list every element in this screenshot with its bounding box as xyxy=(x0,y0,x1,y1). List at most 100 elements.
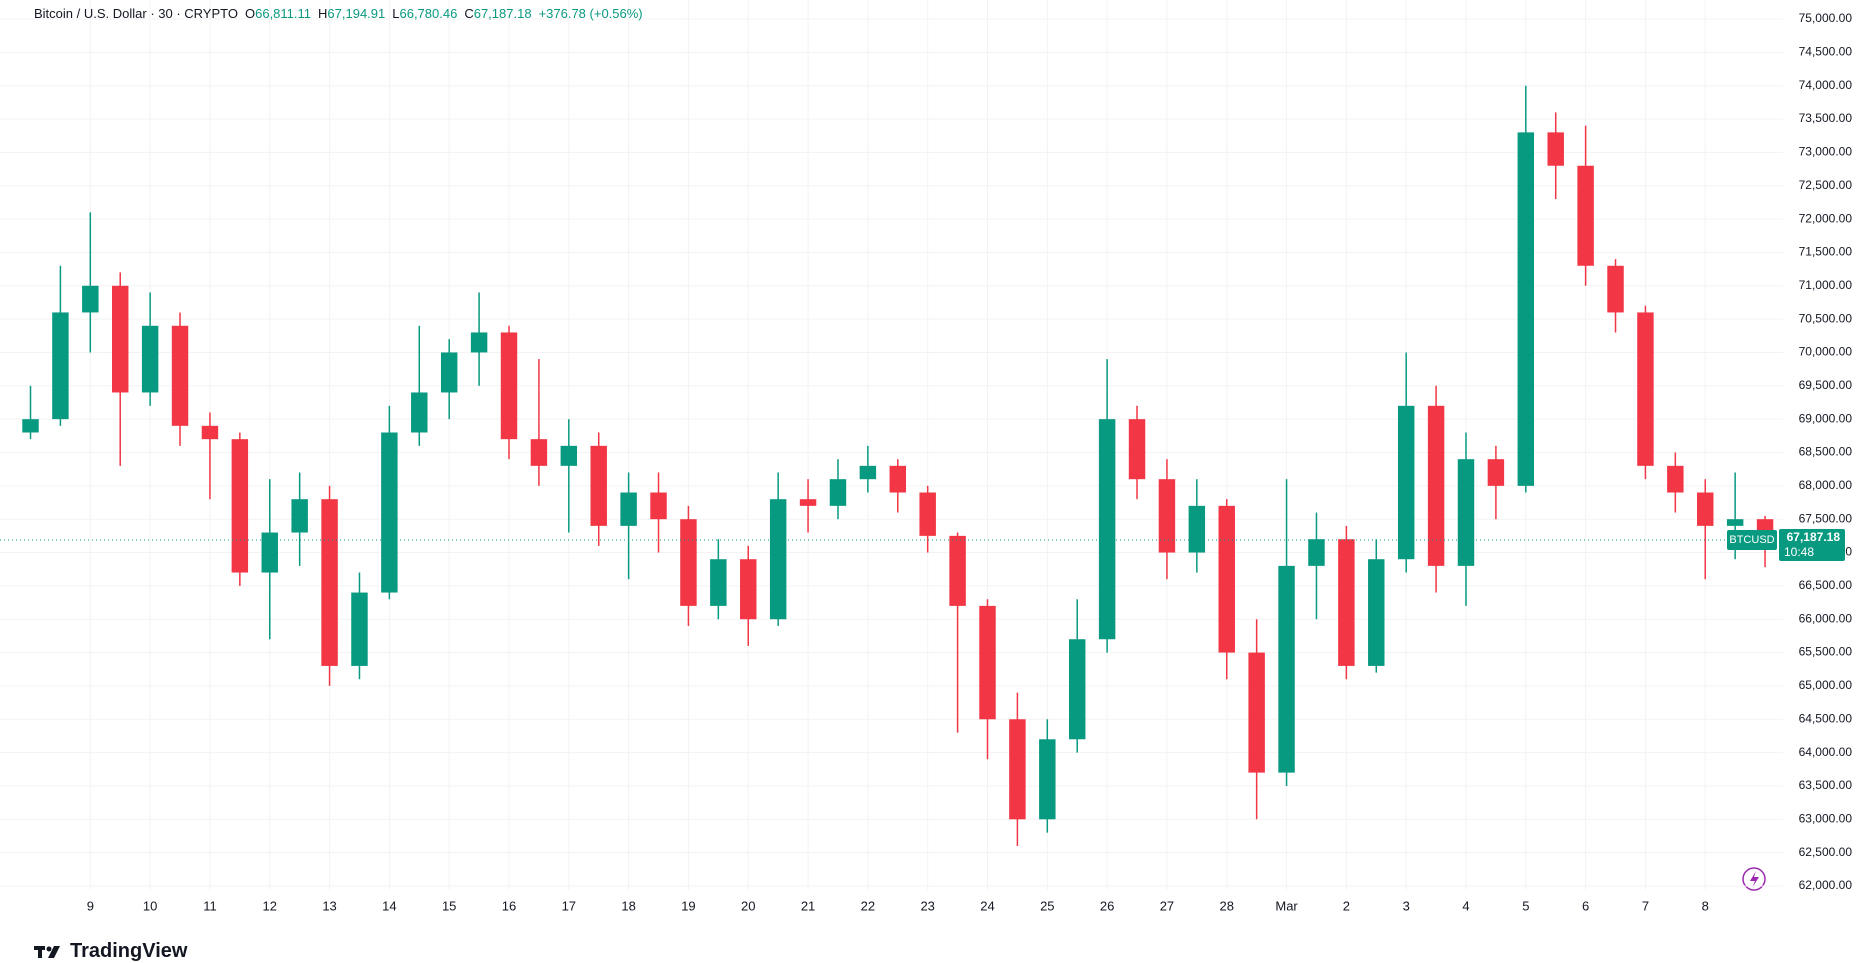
candle-body xyxy=(829,479,847,506)
y-tick-label: 72,500.00 xyxy=(1799,178,1853,192)
candle-body xyxy=(1697,492,1714,526)
y-tick-label: 63,000.00 xyxy=(1799,811,1853,825)
candle-body xyxy=(1009,719,1026,820)
candle-body xyxy=(351,592,368,666)
y-tick-label: 75,000.00 xyxy=(1799,11,1853,25)
candle-body xyxy=(1098,419,1116,640)
candle-body xyxy=(1368,559,1385,666)
candle-body xyxy=(1487,459,1505,486)
candle-body xyxy=(620,492,637,526)
logo-mark xyxy=(34,945,60,958)
candle-body xyxy=(52,312,69,420)
h-label: H xyxy=(318,6,328,21)
countdown: 10:48 xyxy=(1784,545,1814,559)
y-tick-label: 65,000.00 xyxy=(1799,678,1853,692)
x-tick-label: 9 xyxy=(87,898,94,913)
candle-body xyxy=(1218,505,1235,653)
candle-body xyxy=(141,325,159,393)
x-tick-label: 27 xyxy=(1160,898,1174,913)
x-tick-label: 25 xyxy=(1040,898,1054,913)
y-tick-label: 66,500.00 xyxy=(1799,578,1853,592)
x-tick-label: 15 xyxy=(442,898,456,913)
candle-body xyxy=(1637,312,1654,466)
o-value: 66,811.11 xyxy=(255,6,312,21)
candle-body xyxy=(1188,505,1206,553)
candle-body xyxy=(859,465,877,480)
candle-body xyxy=(1248,652,1265,773)
o-label: O xyxy=(244,6,256,21)
l-value: 66,780.46 xyxy=(399,6,458,21)
x-tick-label: 4 xyxy=(1462,898,1469,913)
candle-body xyxy=(740,559,757,620)
candle-body xyxy=(1547,132,1564,166)
candle-body xyxy=(171,325,189,426)
candle-body xyxy=(440,352,458,393)
y-tick-label: 71,000.00 xyxy=(1799,278,1853,292)
x-tick-label: 6 xyxy=(1582,898,1589,913)
candle-body xyxy=(979,605,996,720)
y-tick-label: 74,500.00 xyxy=(1799,45,1853,59)
alert-icon[interactable] xyxy=(1742,867,1766,891)
y-tick-label: 64,000.00 xyxy=(1799,745,1853,759)
price-badge-text: 67,187.18 xyxy=(1787,530,1841,544)
candle-body xyxy=(1427,405,1445,566)
candle-body xyxy=(321,499,338,666)
y-tick-label: 70,500.00 xyxy=(1799,311,1853,325)
y-tick-label: 69,000.00 xyxy=(1799,411,1853,425)
y-tick-label: 62,000.00 xyxy=(1799,878,1853,892)
candle-body xyxy=(1607,265,1624,313)
y-tick-label: 72,000.00 xyxy=(1799,211,1853,225)
candle-body xyxy=(1039,739,1056,820)
candle-body xyxy=(201,425,219,440)
candle-body xyxy=(381,432,398,593)
candle-body xyxy=(650,492,667,520)
candle-body xyxy=(1068,639,1086,740)
y-tick-label: 65,500.00 xyxy=(1799,645,1853,659)
y-tick-label: 70,000.00 xyxy=(1799,345,1853,359)
candle-body xyxy=(710,559,727,606)
symbol-badge-text: BTCUSD xyxy=(1729,534,1774,546)
x-tick-label: 18 xyxy=(621,898,635,913)
c-value: 67,187.18 xyxy=(473,6,532,21)
x-tick-label: 5 xyxy=(1522,898,1529,913)
y-tick-label: 73,500.00 xyxy=(1799,111,1853,125)
candle-body xyxy=(1338,539,1355,666)
plot xyxy=(0,0,1783,890)
y-tick-label: 69,500.00 xyxy=(1799,378,1853,392)
y-tick-label: 67,500.00 xyxy=(1799,511,1853,525)
y-tick-label: 71,500.00 xyxy=(1799,245,1853,259)
c-label: C xyxy=(464,6,474,21)
x-tick-label: 19 xyxy=(681,898,695,913)
candle-body xyxy=(1128,419,1146,480)
symbol-badge xyxy=(1727,530,1777,551)
y-tick-label: 74,000.00 xyxy=(1799,78,1853,92)
candle-body xyxy=(82,285,99,313)
x-tick-label: 2 xyxy=(1343,898,1350,913)
alert-icon-bolt xyxy=(1750,871,1759,888)
candle-body xyxy=(949,535,966,606)
candle-body xyxy=(530,439,548,466)
candle-body xyxy=(291,499,308,533)
x-tick-label: 26 xyxy=(1100,898,1114,913)
l-label: L xyxy=(392,6,400,21)
y-tick-label: 68,000.00 xyxy=(1799,478,1853,492)
change: +376.78 (+0.56%) xyxy=(538,6,643,21)
x-tick-label: 14 xyxy=(382,898,396,913)
candle-body xyxy=(680,519,697,606)
x-tick-label: 22 xyxy=(861,898,875,913)
candle-body xyxy=(919,492,936,536)
candle-body xyxy=(1397,405,1415,560)
logo[interactable]: TradingView xyxy=(34,940,187,963)
x-tick-label: 24 xyxy=(980,898,994,913)
candle-body xyxy=(261,532,278,573)
candle-body xyxy=(590,445,607,526)
candle-body xyxy=(799,499,817,506)
price-badge xyxy=(1779,529,1845,562)
x-tick-label: 28 xyxy=(1220,898,1234,913)
x-tick-label: Mar xyxy=(1275,898,1298,913)
x-tick-label: 8 xyxy=(1702,898,1709,913)
candle-body xyxy=(1457,459,1475,566)
y-tick-label: 63,500.00 xyxy=(1799,778,1853,792)
x-tick-label: 11 xyxy=(203,898,217,913)
